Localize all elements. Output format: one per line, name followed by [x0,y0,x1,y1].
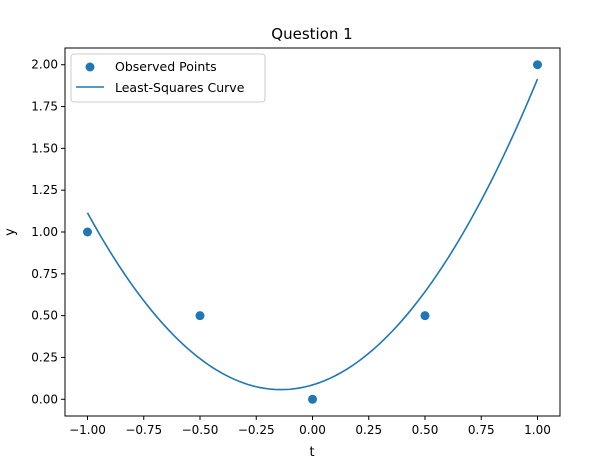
observed-point [195,311,205,321]
y-tick-label: 1.75 [31,100,58,114]
x-tick-label: −1.00 [69,423,106,437]
chart-title: Question 1 [271,25,352,43]
x-tick-label: 0.75 [468,423,495,437]
least-squares-curve-line [86,78,539,391]
legend-label-least-squares-curve: Least-Squares Curve [115,80,245,95]
legend-box [70,53,266,103]
y-tick-label: 0.75 [31,267,58,281]
x-tick-label: −0.25 [238,423,275,437]
x-tick-label: −0.75 [125,423,162,437]
legend-label-observed-points: Observed Points [115,59,217,74]
x-tick-label: 0.00 [299,423,326,437]
plot-area [64,47,561,417]
observed-point [533,60,542,70]
y-tick-label: 0.50 [31,309,58,323]
x-tick-label: −0.50 [182,423,219,437]
y-tick-label: 0.00 [31,392,58,406]
y-tick-label: 1.50 [31,141,58,155]
observed-point [420,311,430,321]
y-axis: 0.00 0.25 0.50 0.75 1.00 1.25 1.50 1.75 2.00 [31,58,65,406]
observed-point [308,394,317,404]
y-tick-label: 1.00 [31,225,58,239]
y-tick-label: 1.25 [31,183,58,197]
y-tick-label: 0.25 [31,350,58,364]
y-tick-label: 2.00 [31,58,58,72]
x-axis: −1.00 −0.75 −0.50 −0.25 0.00 0.25 0.50 0.75 1.00 [69,416,551,437]
x-tick-label: 0.50 [412,423,439,437]
y-axis-label: y [3,228,18,236]
legend: Observed Points Least-Squares Curve [70,53,266,103]
series-layer [83,60,542,404]
x-axis-label: t [309,445,314,460]
observed-point [83,227,92,237]
x-tick-label: 1.00 [524,423,551,437]
legend-marker-observed-points [85,62,95,72]
x-tick-label: 0.25 [355,423,382,437]
